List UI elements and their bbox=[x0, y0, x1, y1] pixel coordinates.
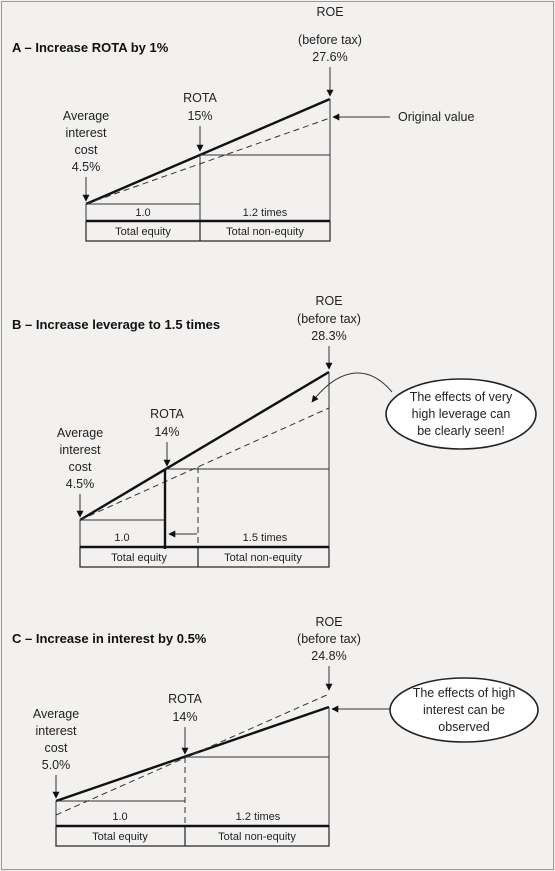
panel-c: C – Increase in interest by 0.5% ROE (be… bbox=[12, 615, 539, 847]
panel-b-interest-value: 4.5% bbox=[66, 477, 95, 491]
panel-c-roe-line bbox=[55, 705, 330, 803]
panel-c-title: C – Increase in interest by 0.5% bbox=[12, 631, 207, 646]
panel-c-nonequity-label: Total non-equity bbox=[218, 831, 296, 843]
panel-c-nonequity-value: 1.2 times bbox=[236, 811, 281, 823]
panel-a-roe-line bbox=[85, 97, 331, 206]
panel-b-note-1: The effects of very bbox=[410, 390, 513, 404]
panel-c-note-2: interest can be bbox=[423, 703, 505, 717]
panel-b-interest-label-3: cost bbox=[69, 460, 92, 474]
panel-b-interest-label-1: Average bbox=[57, 426, 103, 440]
panel-c-interest-label-2: interest bbox=[36, 724, 78, 738]
panel-a-equity-label: Total equity bbox=[115, 226, 171, 238]
panel-b-roe-label-2: (before tax) bbox=[297, 312, 361, 326]
panel-b-rota-value: 14% bbox=[154, 425, 179, 439]
panel-c-roe-label-2: (before tax) bbox=[297, 632, 361, 646]
panel-b: B – Increase leverage to 1.5 times ROE (… bbox=[12, 294, 537, 568]
panel-b-callout-arrow bbox=[311, 372, 393, 403]
panel-b-equity-value: 1.0 bbox=[114, 532, 129, 544]
panel-b-roe-value: 28.3% bbox=[311, 329, 346, 343]
panel-c-roe-label-1: ROE bbox=[315, 615, 342, 629]
panel-a-rota-label: ROTA bbox=[183, 91, 217, 105]
panel-b-note-3: be clearly seen! bbox=[417, 424, 505, 438]
panel-a-roe-label-2: (before tax) bbox=[298, 33, 362, 47]
panel-b-roe-line bbox=[79, 370, 330, 522]
panel-b-rota-label: ROTA bbox=[150, 407, 184, 421]
panel-c-rota-value: 14% bbox=[172, 710, 197, 724]
panel-c-note-1: The effects of high bbox=[413, 686, 516, 700]
panel-a-original-note: Original value bbox=[398, 110, 474, 124]
panel-c-equity-value: 1.0 bbox=[112, 811, 127, 823]
panel-b-title: B – Increase leverage to 1.5 times bbox=[12, 317, 220, 332]
panel-c-interest-label-3: cost bbox=[45, 741, 68, 755]
panel-a-title: A – Increase ROTA by 1% bbox=[12, 40, 169, 55]
panel-c-interest-value: 5.0% bbox=[42, 758, 71, 772]
panel-a-original-line bbox=[85, 117, 331, 205]
panel-c-equity-label: Total equity bbox=[92, 831, 148, 843]
panel-a-equity-value: 1.0 bbox=[135, 207, 150, 219]
panel-a-interest-label-2: interest bbox=[66, 126, 108, 140]
panel-b-note-2: high leverage can bbox=[412, 407, 511, 421]
panel-c-roe-value: 24.8% bbox=[311, 649, 346, 663]
panel-a-nonequity-label: Total non-equity bbox=[226, 226, 304, 238]
panel-b-callout bbox=[385, 378, 537, 450]
panel-b-roe-label-1: ROE bbox=[315, 294, 342, 308]
panel-b-interest-label-2: interest bbox=[60, 443, 102, 457]
panel-c-rota-label: ROTA bbox=[168, 692, 202, 706]
panel-a-roe-label-1: ROE bbox=[316, 5, 343, 19]
panel-a-interest-label-1: Average bbox=[63, 109, 109, 123]
panel-a-nonequity-value: 1.2 times bbox=[243, 207, 288, 219]
panel-a-interest-label-3: cost bbox=[75, 143, 98, 157]
panel-b-nonequity-label: Total non-equity bbox=[224, 552, 302, 564]
panel-b-nonequity-value: 1.5 times bbox=[243, 532, 288, 544]
panel-a: A – Increase ROTA by 1% ROE (before tax)… bbox=[12, 5, 474, 242]
panel-b-equity-label: Total equity bbox=[111, 552, 167, 564]
panel-c-interest-label-1: Average bbox=[33, 707, 79, 721]
panel-a-roe-value: 27.6% bbox=[312, 50, 347, 64]
panel-b-original-line bbox=[79, 407, 330, 521]
panel-a-rota-value: 15% bbox=[187, 109, 212, 123]
panel-a-interest-value: 4.5% bbox=[72, 160, 101, 174]
panel-c-note-3: observed bbox=[438, 720, 489, 734]
panel-c-callout bbox=[389, 677, 539, 743]
